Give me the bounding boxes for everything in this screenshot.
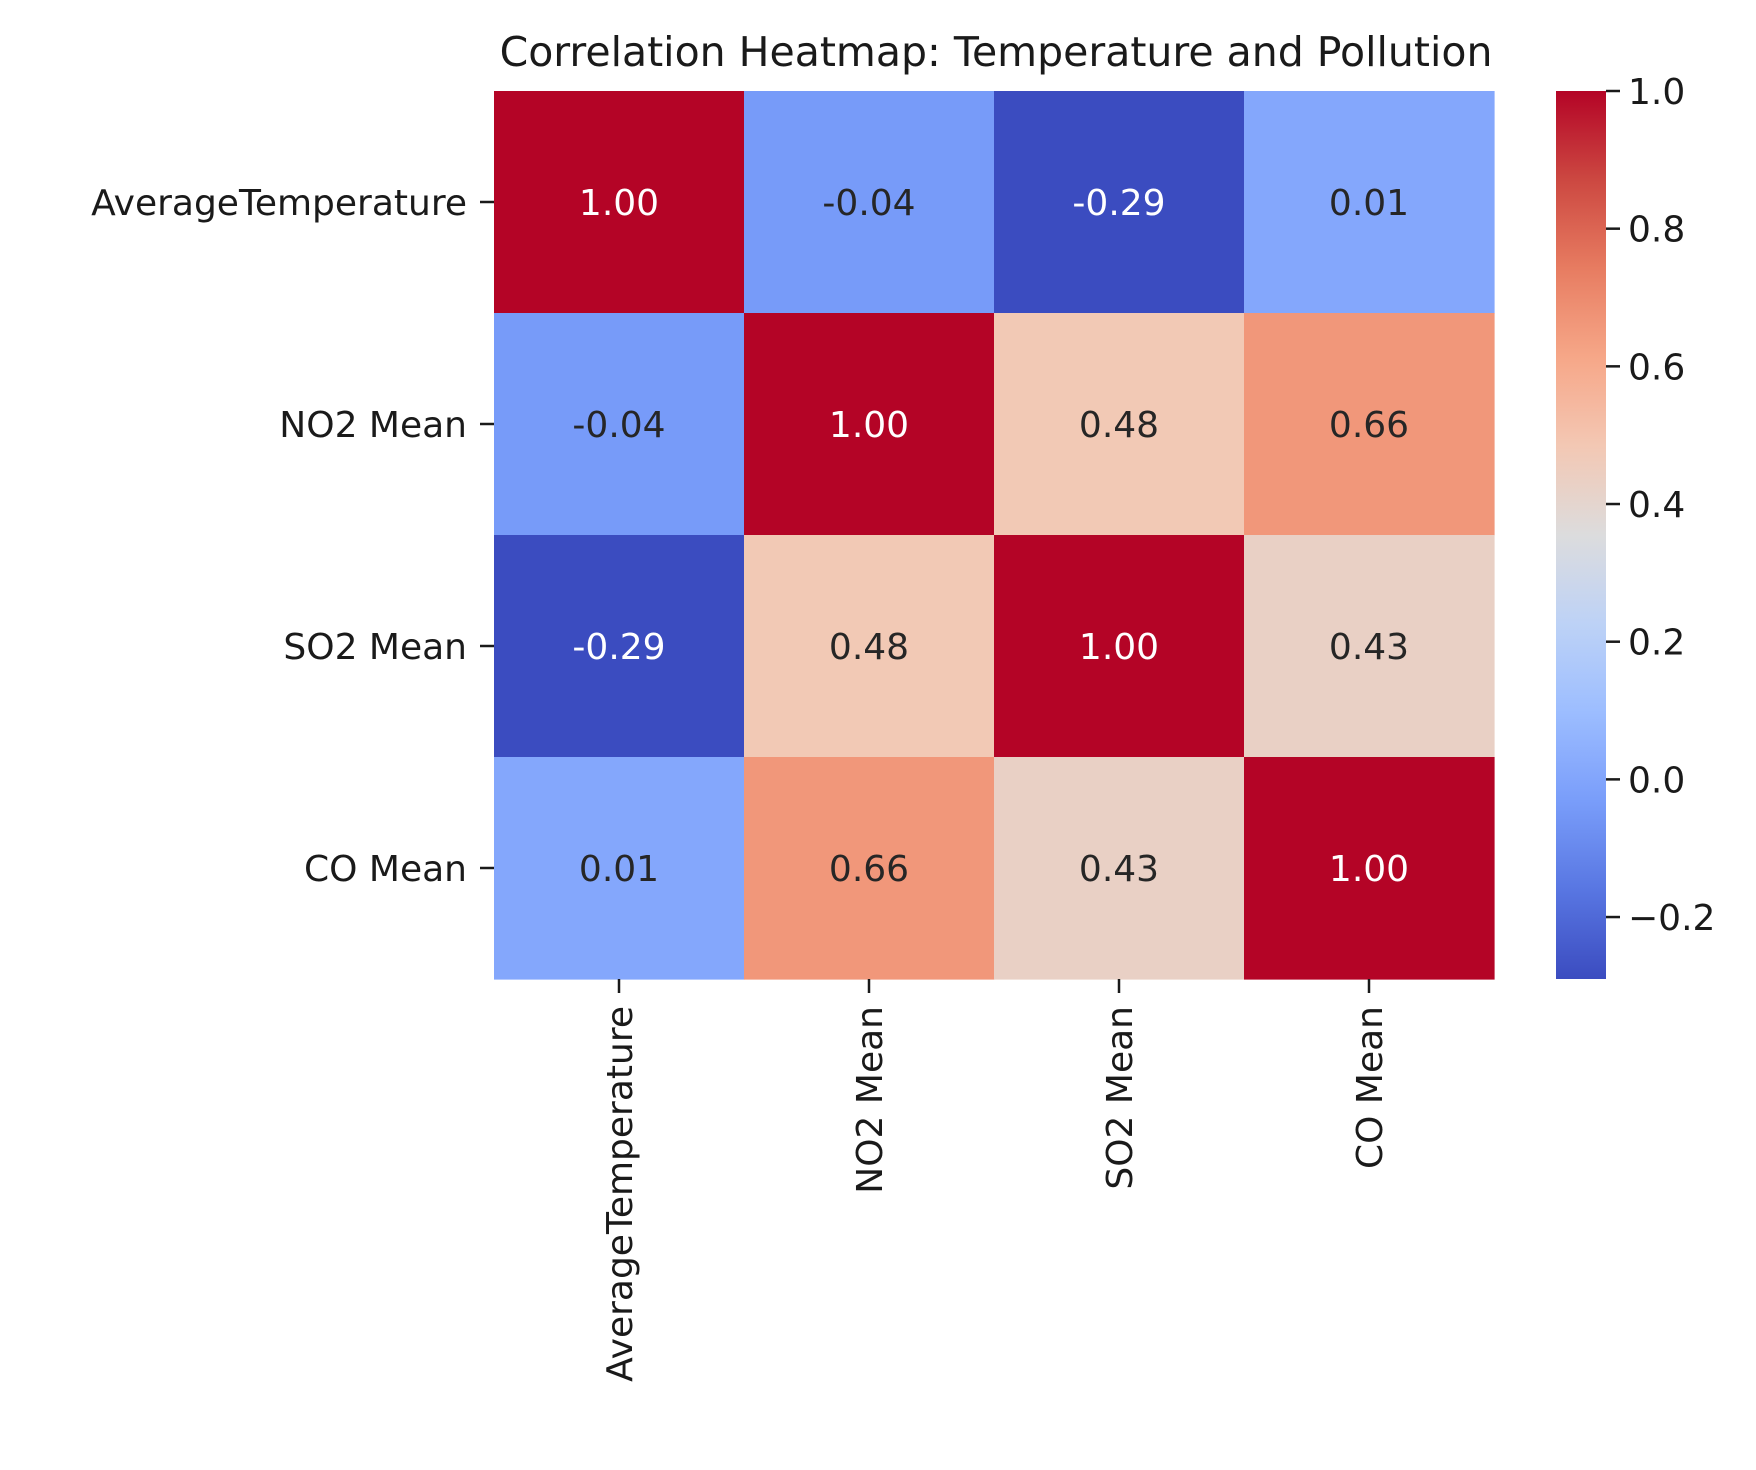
heatmap-cell bbox=[494, 91, 745, 314]
heatmap-cell bbox=[1244, 757, 1495, 980]
heatmap-cell bbox=[1244, 91, 1495, 314]
cell-value-label: 0.43 bbox=[1329, 627, 1409, 668]
cell-value-label: 0.66 bbox=[829, 849, 909, 890]
x-tick-label: NO2 Mean bbox=[850, 1006, 891, 1194]
heatmap-cell bbox=[994, 535, 1245, 758]
cell-value-label: 0.01 bbox=[579, 849, 659, 890]
heatmap-cell bbox=[494, 313, 745, 536]
chart-title: Correlation Heatmap: Temperature and Pol… bbox=[500, 28, 1493, 76]
heatmap-cell bbox=[994, 313, 1245, 536]
y-tick-label: CO Mean bbox=[304, 849, 467, 890]
y-tick-label: SO2 Mean bbox=[283, 627, 467, 668]
heatmap-cell bbox=[494, 535, 745, 758]
cell-value-label: -0.29 bbox=[572, 627, 665, 668]
heatmap-cell bbox=[744, 91, 995, 314]
y-tick-label: NO2 Mean bbox=[279, 405, 467, 446]
heatmap-cell bbox=[994, 91, 1245, 314]
colorbar-gradient bbox=[1556, 91, 1606, 979]
cell-value-label: 1.00 bbox=[1329, 849, 1409, 890]
heatmap-cell bbox=[744, 535, 995, 758]
heatmap-cell bbox=[744, 757, 995, 980]
colorbar-tick-label: 1.0 bbox=[1628, 72, 1685, 113]
colorbar: −0.2 0.0 0.2 0.4 0.6 0.8 1.0 bbox=[1556, 72, 1715, 979]
x-tick-label: AverageTemperature bbox=[600, 1006, 641, 1382]
cell-value-label: -0.29 bbox=[1072, 183, 1165, 224]
cell-value-label: 1.00 bbox=[1079, 627, 1159, 668]
y-axis: AverageTemperature NO2 Mean SO2 Mean CO Mea… bbox=[91, 183, 494, 890]
cell-value-label: 0.48 bbox=[1079, 405, 1159, 446]
cell-value-label: -0.04 bbox=[822, 183, 915, 224]
x-tick-label: SO2 Mean bbox=[1100, 1006, 1141, 1190]
cell-value-label: 0.43 bbox=[1079, 849, 1159, 890]
heatmap-cell bbox=[1244, 535, 1495, 758]
heatmap-cell bbox=[494, 757, 745, 980]
heatmap-cell bbox=[744, 313, 995, 536]
y-tick-label: AverageTemperature bbox=[91, 183, 467, 224]
cell-value-label: 0.01 bbox=[1329, 183, 1409, 224]
colorbar-tick-label: 0.4 bbox=[1628, 485, 1685, 526]
colorbar-tick-label: −0.2 bbox=[1628, 898, 1715, 939]
colorbar-tick-label: 0.2 bbox=[1628, 623, 1685, 664]
cell-value-label: 0.48 bbox=[829, 627, 909, 668]
heatmap-cell bbox=[994, 757, 1245, 980]
heatmap-cell bbox=[1244, 313, 1495, 536]
x-axis: AverageTemperature NO2 Mean SO2 Mean CO Mea… bbox=[600, 979, 1391, 1382]
cell-value-label: -0.04 bbox=[572, 405, 665, 446]
colorbar-tick-label: 0.6 bbox=[1628, 347, 1685, 388]
x-tick-label: CO Mean bbox=[1350, 1006, 1391, 1169]
colorbar-tick-label: 0.8 bbox=[1628, 210, 1685, 251]
colorbar-tick-label: 0.0 bbox=[1628, 760, 1685, 801]
heatmap-cells: 1.00 -0.04 -0.29 0.01 -0.04 1.00 0.48 0.66 -0.29… bbox=[494, 91, 1495, 980]
cell-value-label: 1.00 bbox=[829, 405, 909, 446]
cell-value-label: 1.00 bbox=[579, 183, 659, 224]
cell-value-label: 0.66 bbox=[1329, 405, 1409, 446]
